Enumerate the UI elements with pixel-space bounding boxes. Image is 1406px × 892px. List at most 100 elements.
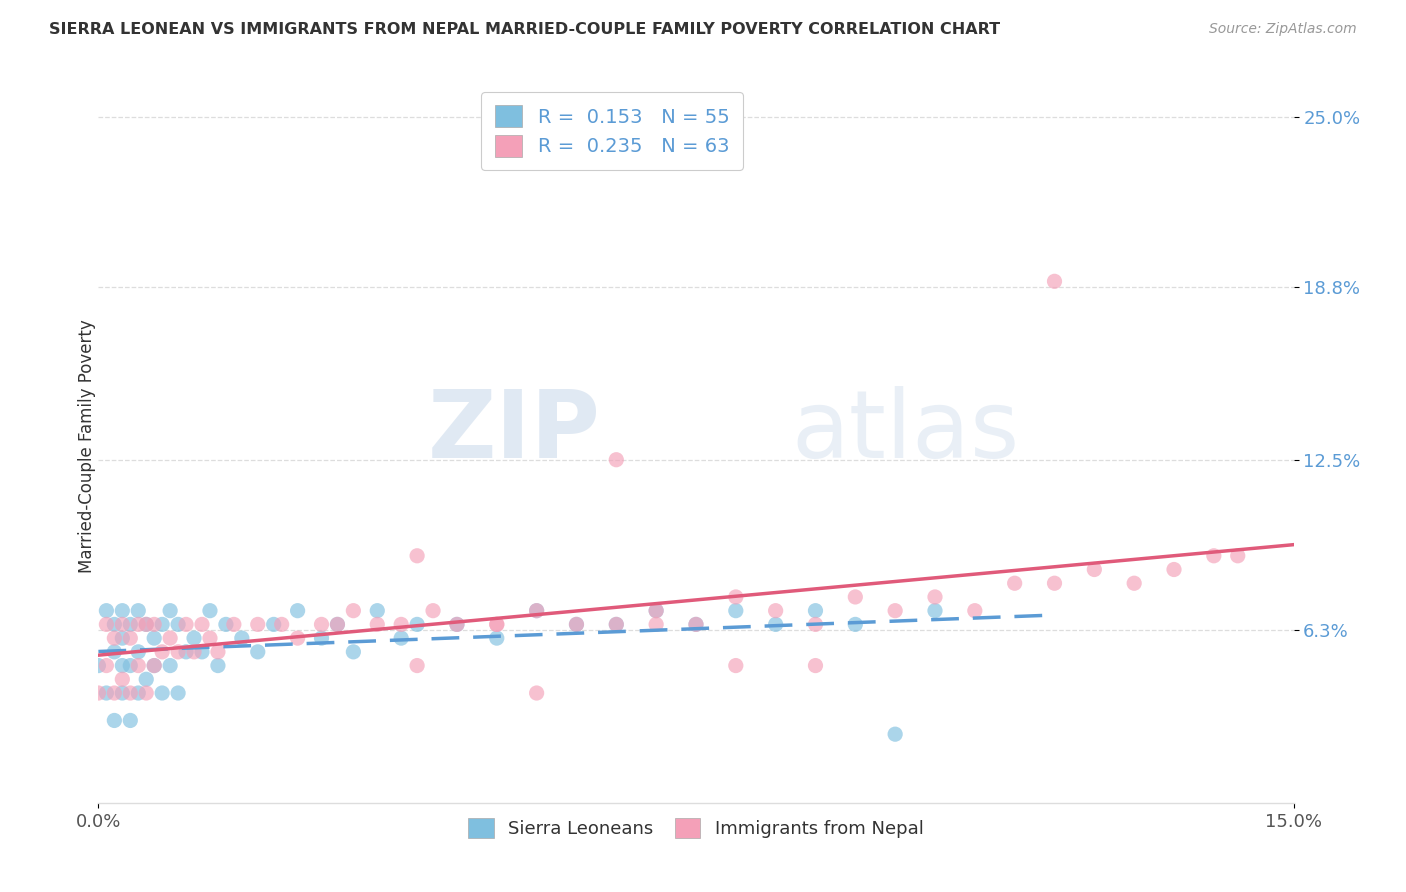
Point (804, 617, 827, 632)
Point (645, 604, 668, 618)
Point (446, 617, 468, 632)
Text: ZIP: ZIP (427, 385, 600, 478)
Point (645, 604, 668, 618)
Point (605, 452, 627, 467)
Point (167, 645, 190, 659)
Point (231, 631, 253, 645)
Point (174, 617, 197, 632)
Point (844, 590, 866, 604)
Point (127, 645, 149, 659)
Point (159, 631, 181, 645)
Point (765, 617, 787, 632)
Point (605, 617, 627, 632)
Point (111, 604, 134, 618)
Point (96, 658, 118, 673)
Point (884, 604, 907, 618)
Point (685, 617, 707, 632)
Text: SIERRA LEONEAN VS IMMIGRANTS FROM NEPAL MARRIED-COUPLE FAMILY POVERTY CORRELATIO: SIERRA LEONEAN VS IMMIGRANTS FROM NEPAL … (49, 22, 1000, 37)
Point (1043, 576, 1066, 591)
Text: atlas: atlas (792, 385, 1019, 478)
Point (406, 617, 429, 632)
Point (1202, 549, 1225, 563)
Point (389, 617, 412, 632)
Point (422, 604, 444, 618)
Point (167, 617, 190, 632)
Point (198, 604, 221, 618)
Point (1163, 562, 1185, 576)
Point (191, 617, 214, 632)
Point (287, 604, 309, 618)
Point (96, 686, 118, 700)
Point (135, 673, 157, 687)
Point (724, 658, 747, 673)
Point (183, 645, 205, 659)
Point (311, 617, 333, 632)
Point (605, 617, 627, 632)
Point (406, 549, 429, 563)
Point (366, 604, 388, 618)
Point (120, 686, 142, 700)
Point (446, 617, 468, 632)
Point (724, 604, 747, 618)
Point (1226, 549, 1249, 563)
Point (120, 631, 142, 645)
Point (526, 604, 548, 618)
Point (963, 604, 986, 618)
Point (111, 658, 134, 673)
Point (191, 645, 214, 659)
Point (143, 617, 166, 632)
Point (526, 604, 548, 618)
Point (87, 658, 110, 673)
Point (135, 617, 157, 632)
Point (111, 617, 134, 632)
Point (406, 658, 429, 673)
Point (389, 631, 412, 645)
Point (167, 686, 190, 700)
Point (143, 631, 166, 645)
Point (135, 686, 157, 700)
Y-axis label: Married-Couple Family Poverty: Married-Couple Family Poverty (79, 319, 96, 573)
Point (804, 658, 827, 673)
Point (645, 617, 668, 632)
Point (485, 617, 508, 632)
Point (1123, 576, 1146, 591)
Point (342, 645, 364, 659)
Point (765, 604, 787, 618)
Point (222, 617, 245, 632)
Point (1043, 274, 1066, 288)
Point (1083, 562, 1105, 576)
Point (207, 645, 229, 659)
Point (127, 617, 149, 632)
Point (565, 617, 588, 632)
Text: Source: ZipAtlas.com: Source: ZipAtlas.com (1209, 22, 1357, 37)
Point (485, 617, 508, 632)
Point (804, 604, 827, 618)
Point (103, 714, 125, 728)
Point (127, 658, 149, 673)
Point (183, 631, 205, 645)
Point (143, 658, 166, 673)
Point (111, 631, 134, 645)
Point (103, 686, 125, 700)
Point (724, 590, 747, 604)
Point (143, 658, 166, 673)
Point (150, 686, 173, 700)
Point (120, 714, 142, 728)
Point (111, 673, 134, 687)
Point (215, 617, 238, 632)
Point (159, 604, 181, 618)
Point (924, 604, 946, 618)
Point (246, 645, 269, 659)
Point (342, 604, 364, 618)
Point (150, 645, 173, 659)
Point (127, 686, 149, 700)
Point (246, 617, 269, 632)
Point (103, 617, 125, 632)
Point (884, 727, 907, 741)
Point (485, 631, 508, 645)
Point (198, 631, 221, 645)
Legend: Sierra Leoneans, Immigrants from Nepal: Sierra Leoneans, Immigrants from Nepal (460, 809, 932, 847)
Point (159, 658, 181, 673)
Point (565, 617, 588, 632)
Point (526, 686, 548, 700)
